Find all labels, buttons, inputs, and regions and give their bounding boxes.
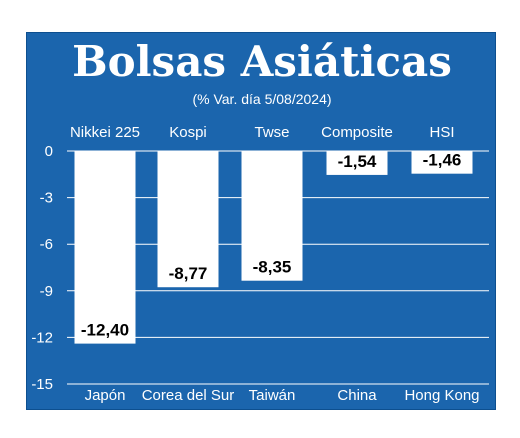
y-tick-label: -3 <box>40 190 53 207</box>
data-label: -8,35 <box>253 258 292 277</box>
bar <box>157 151 219 288</box>
data-label: -12,40 <box>81 321 129 340</box>
chart-title: Bolsas Asiáticas <box>72 37 452 86</box>
y-tick-label: -6 <box>40 236 53 253</box>
index-label: Nikkei 225 <box>70 124 140 141</box>
category-labels: Japón Corea del Sur Taiwán China Hong Kong <box>85 387 480 404</box>
bar-chart: Bolsas Asiáticas (% Var. día 5/08/2024) … <box>31 37 489 404</box>
index-label: Kospi <box>169 124 207 141</box>
x-category-label: China <box>337 387 377 404</box>
index-label: HSI <box>429 124 454 141</box>
y-tick-label: -12 <box>31 329 53 346</box>
index-label: Composite <box>321 124 393 141</box>
y-tick-label: -9 <box>40 283 53 300</box>
data-label: -1,46 <box>423 151 462 170</box>
bar <box>241 151 303 281</box>
index-labels: Nikkei 225 Kospi Twse Composite HSI <box>70 124 455 141</box>
y-tick-label: 0 <box>45 143 53 160</box>
data-label: -8,77 <box>169 264 208 283</box>
x-category-label: Corea del Sur <box>142 387 235 404</box>
bar <box>74 151 136 344</box>
x-category-label: Taiwán <box>249 387 296 404</box>
chart-subtitle: (% Var. día 5/08/2024) <box>192 91 331 107</box>
y-tick-label: -15 <box>31 376 53 393</box>
x-category-label: Japón <box>85 387 126 404</box>
data-label: -1,54 <box>338 152 377 171</box>
data-labels: -12,40 -8,77 -8,35 -1,54 -1,46 <box>81 151 461 340</box>
bar <box>326 151 388 175</box>
bars <box>74 151 473 344</box>
bar <box>411 151 473 174</box>
index-label: Twse <box>254 124 289 141</box>
y-axis: 0 -3 -6 -9 -12 -15 <box>31 143 53 393</box>
chart-panel: Bolsas Asiáticas (% Var. día 5/08/2024) … <box>26 32 496 410</box>
x-category-label: Hong Kong <box>404 387 479 404</box>
